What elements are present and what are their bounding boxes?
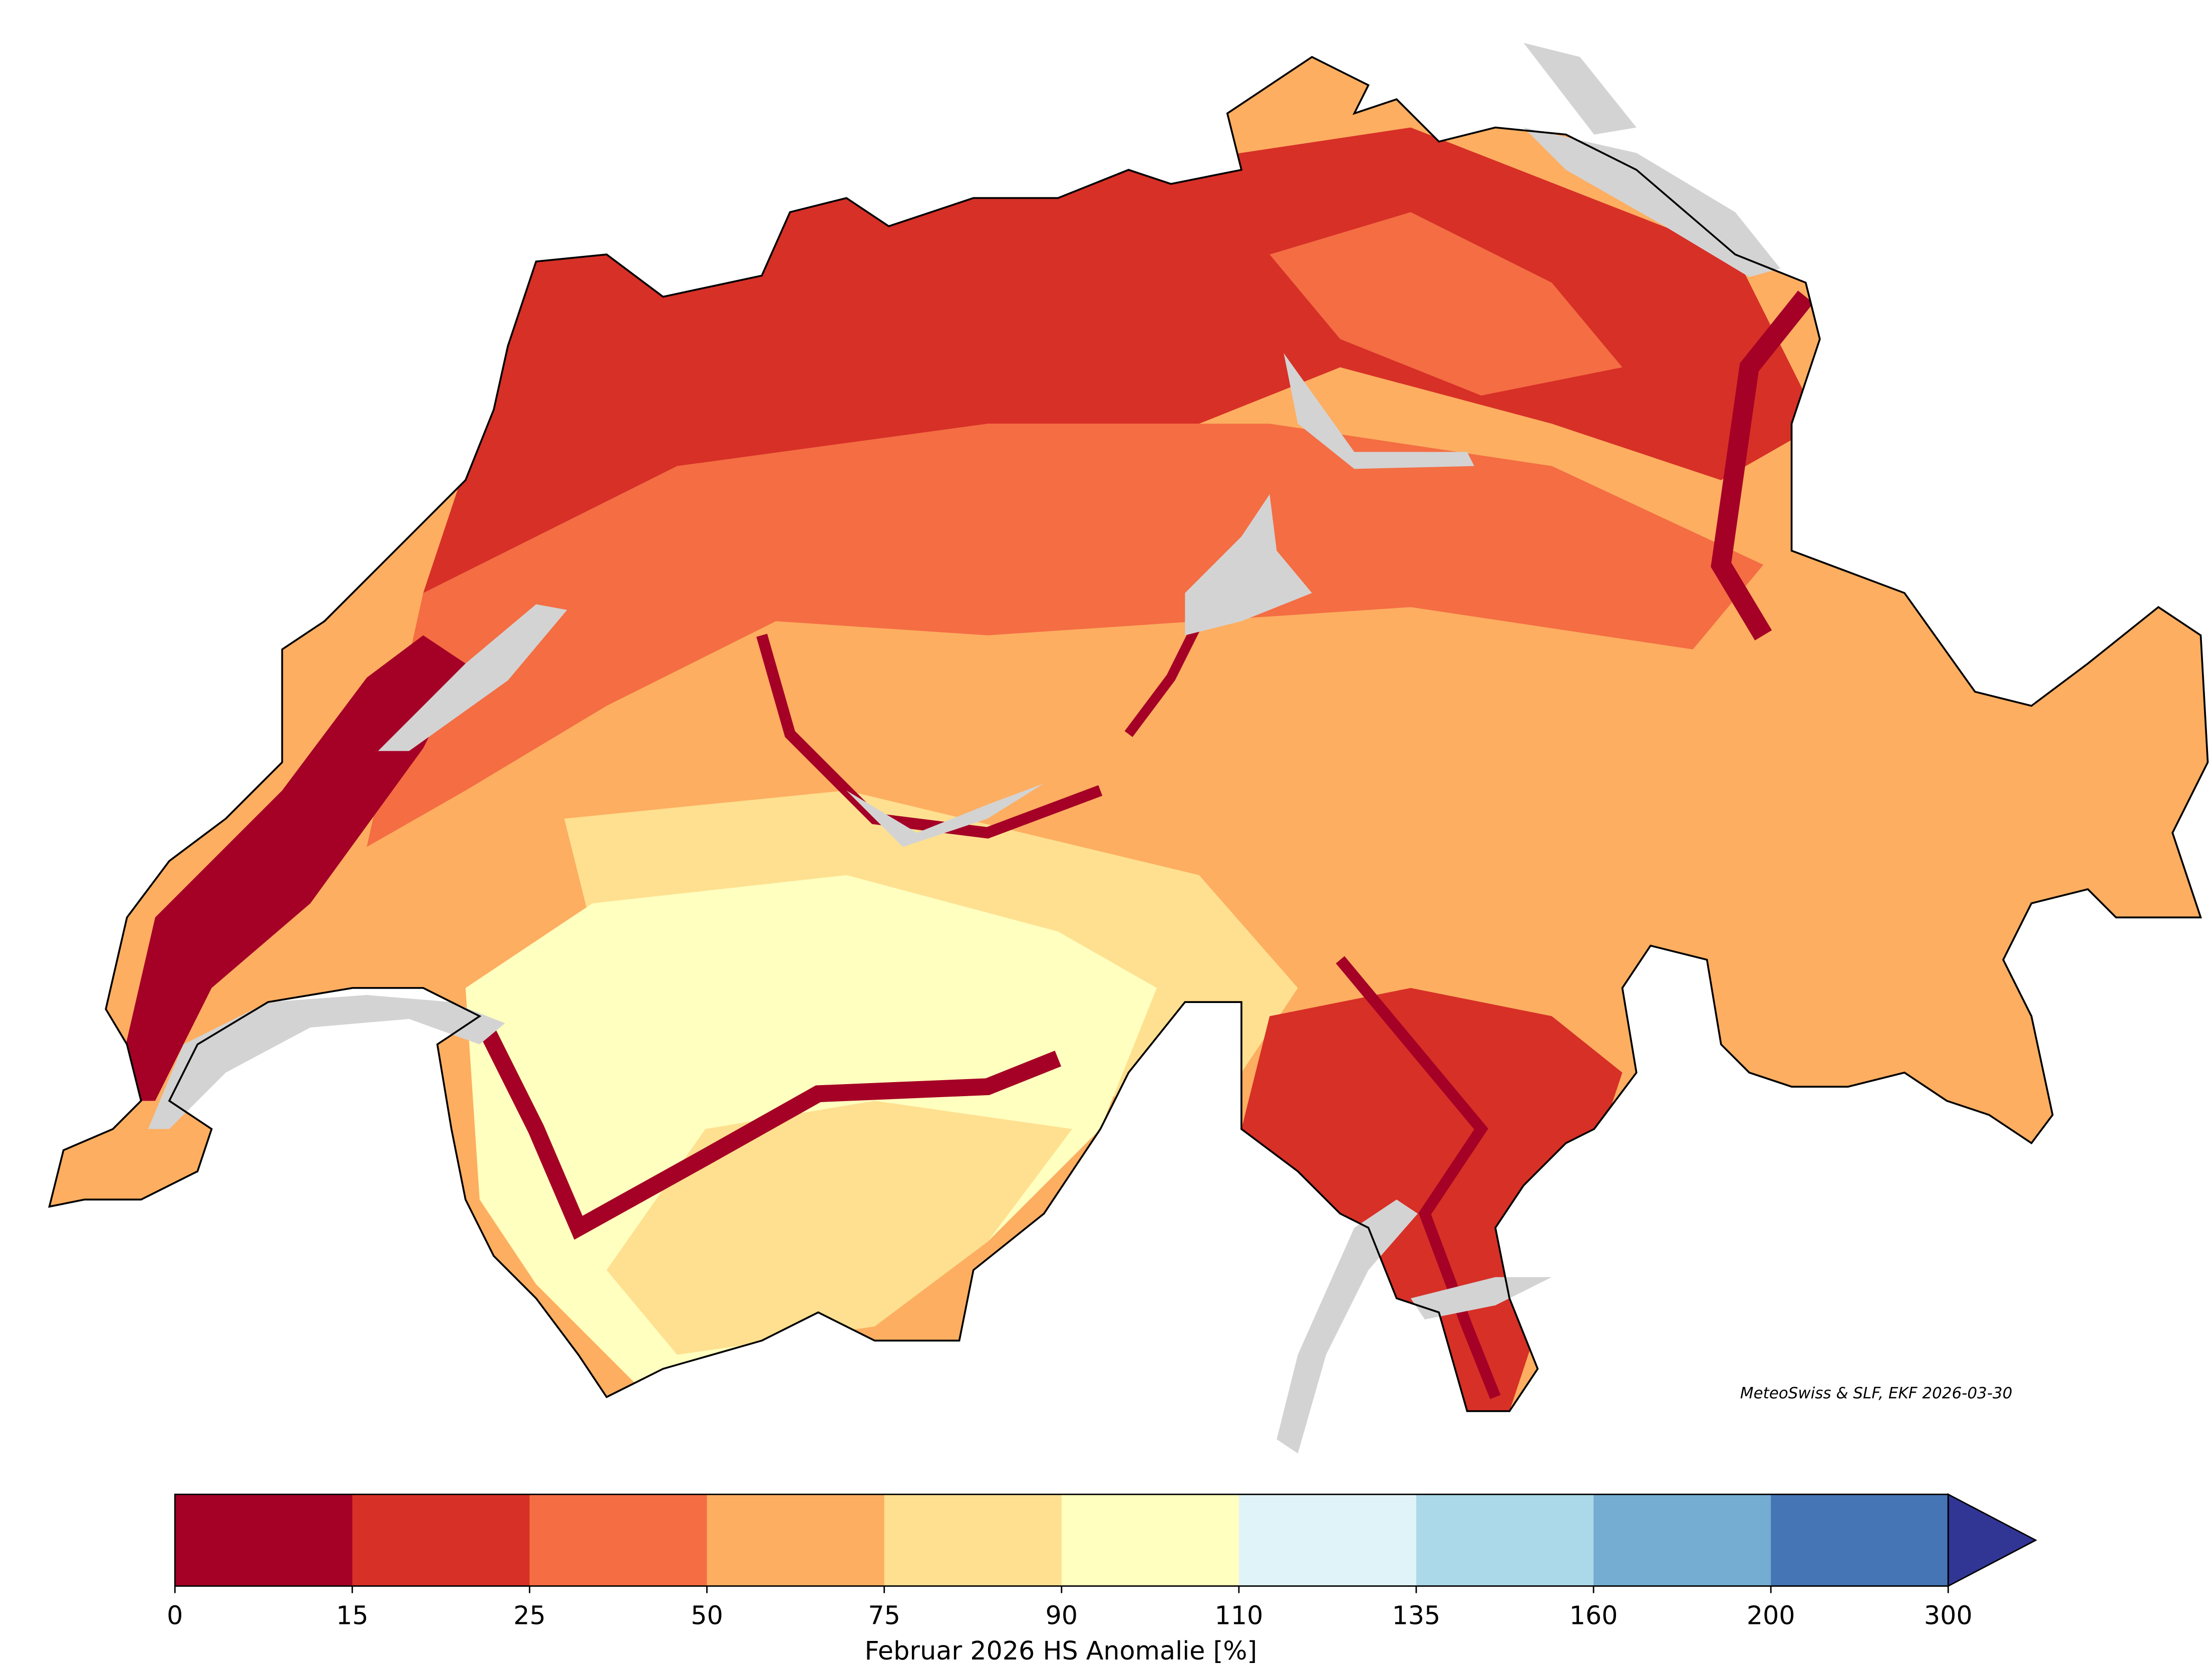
colorbar-bin [1061,1494,1239,1586]
colorbar-bin [352,1494,530,1586]
colorbar-bin [1594,1494,1771,1586]
lake [846,783,1044,847]
colorbar-tick-label: 15 [336,1600,369,1630]
valley [1711,290,1814,640]
colorbar-bin [175,1494,353,1586]
lake [1410,1277,1552,1319]
colorbar-tick-label: 50 [691,1600,723,1630]
colorbar-bin [1771,1494,1949,1586]
lake [1523,127,1781,277]
region [1270,212,1623,396]
colorbar-tick-label: 25 [513,1600,546,1630]
lakes [148,43,1781,1454]
lake [1185,494,1312,635]
anomaly-field [49,57,2208,1412]
lake [1277,1199,1418,1454]
colorbar: 0 15 25 50 75 90 110 135 160 200 300 [167,1493,2037,1630]
colorbar-bin [884,1494,1062,1586]
colorbar-bin [1416,1494,1594,1586]
region [113,635,466,1101]
valley [1336,956,1501,1400]
colorbar-bin [1238,1494,1417,1586]
colorbar-tick-label: 300 [1924,1600,1973,1630]
region [367,424,1764,847]
region [606,1101,1072,1355]
colorbar-label: Februar 2026 HS Anomalie [%] [865,1636,1257,1665]
colorbar-tick-label: 75 [868,1600,900,1630]
colorbar-tick-label: 200 [1747,1600,1795,1630]
lake [1284,353,1474,469]
colorbar-bin [529,1494,708,1586]
colorbar-tick-label: 0 [167,1600,183,1630]
colorbar-extend [1947,1493,2037,1587]
lake [1523,43,1637,135]
lake [378,604,567,751]
colorbar-tick-label: 110 [1214,1600,1263,1630]
lake [148,995,505,1129]
credit: MeteoSwiss & SLF, EKF 2026-03-30 [1740,1385,2013,1403]
colorbar-bin [707,1494,885,1586]
colorbar-tick-label: 160 [1569,1600,1618,1630]
colorbar-tick-label: 90 [1046,1600,1078,1630]
valley [479,1026,1062,1240]
colorbar-tick-label: 135 [1392,1600,1441,1630]
